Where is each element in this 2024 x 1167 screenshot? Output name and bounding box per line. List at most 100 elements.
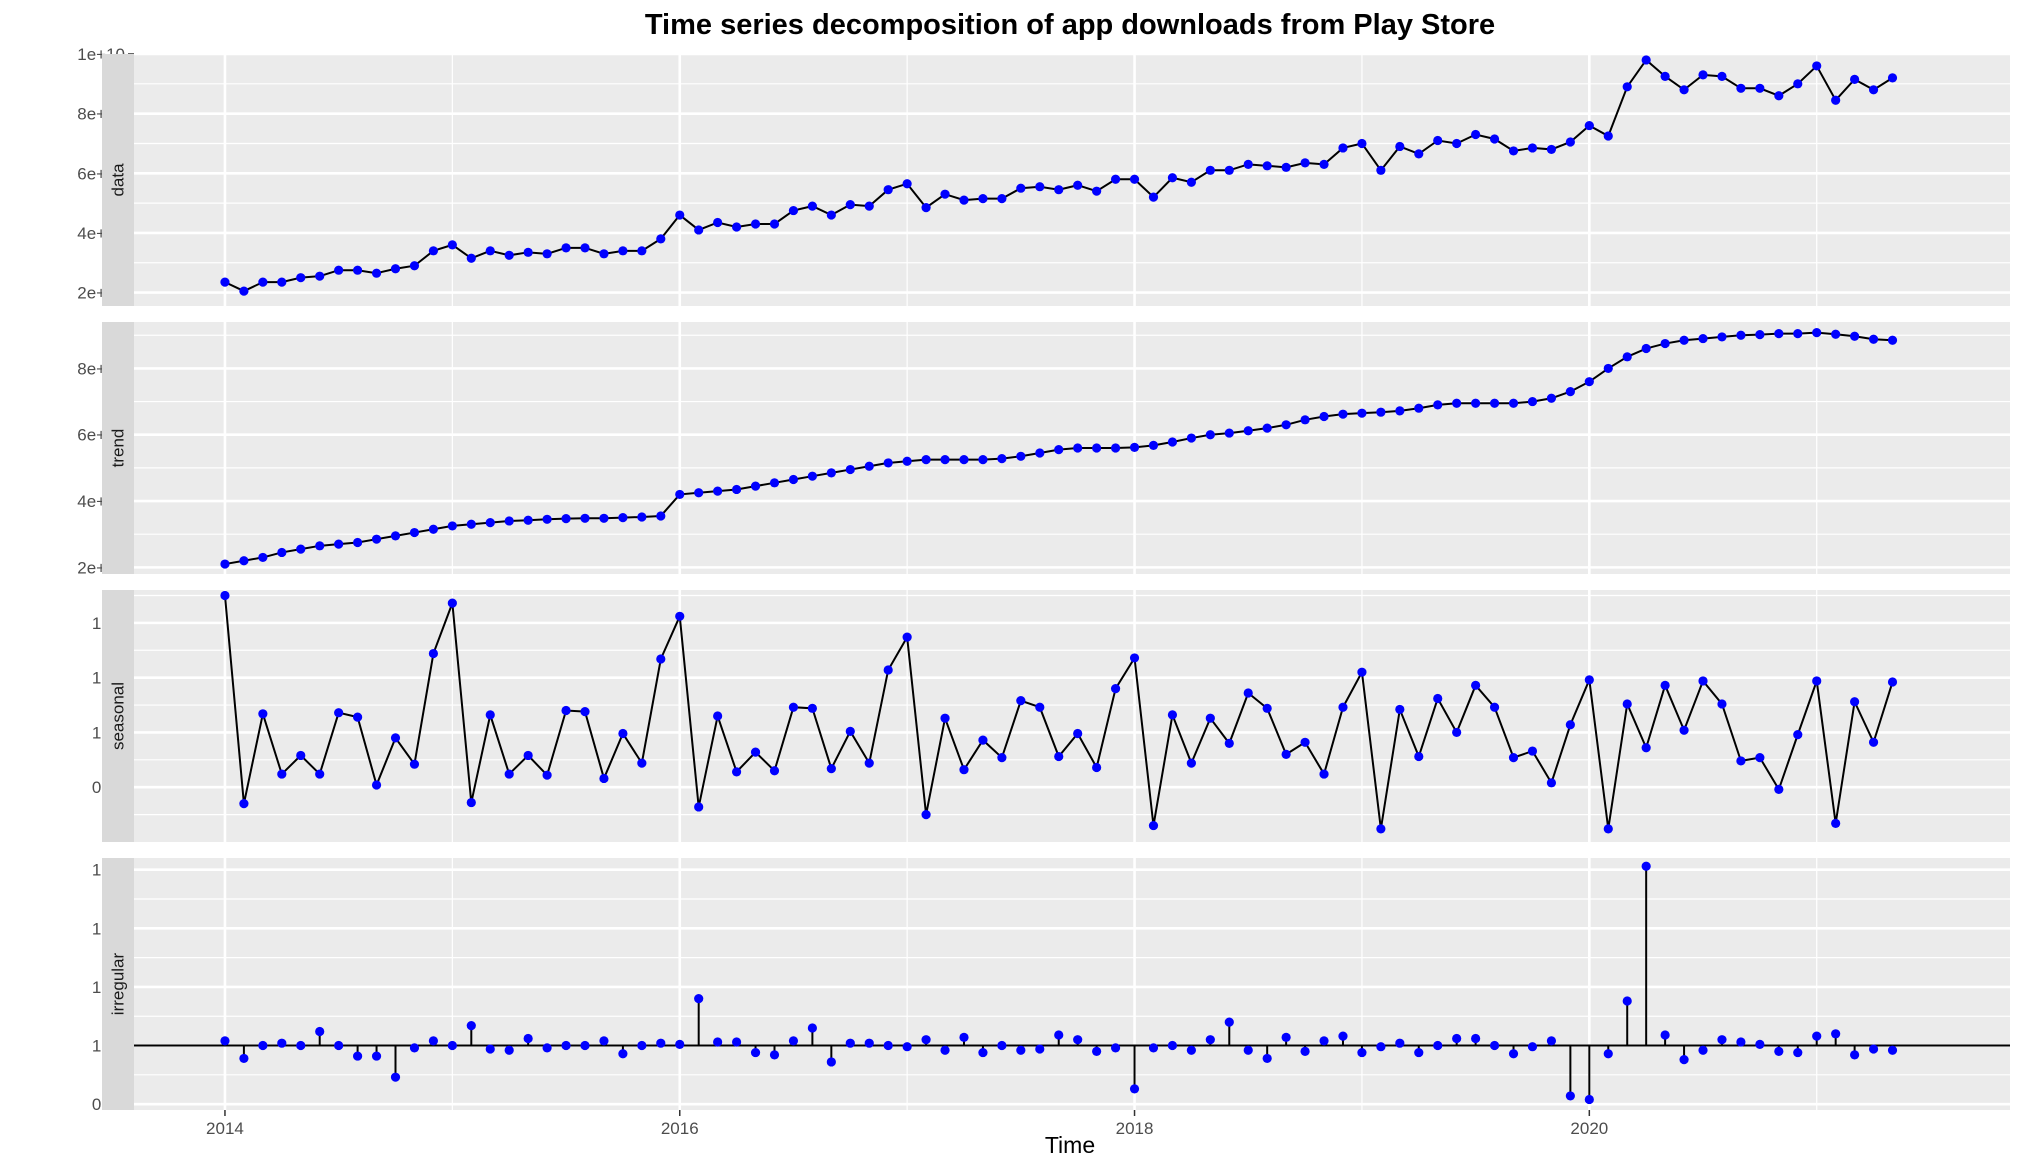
data-point [788, 1036, 799, 1046]
data-point [1281, 420, 1291, 430]
data-point [371, 1051, 382, 1061]
data-point [826, 1057, 836, 1067]
data-point [731, 222, 742, 232]
data-point [675, 1039, 685, 1049]
data-point [750, 219, 761, 229]
data-point [656, 511, 666, 521]
data-point [656, 654, 666, 664]
data-point [713, 217, 723, 228]
data-point [296, 750, 306, 761]
data-point [637, 1040, 647, 1051]
data-point [1887, 335, 1898, 345]
data-point [466, 519, 476, 529]
data-point [296, 273, 306, 283]
data-point [277, 1038, 287, 1048]
data-point [580, 243, 590, 253]
data-point [1110, 443, 1121, 453]
data-point [1300, 158, 1310, 168]
data-point [542, 770, 552, 780]
data-point [788, 702, 799, 712]
data-point [1584, 120, 1594, 131]
data-point [1262, 1053, 1272, 1064]
data-point [390, 1072, 401, 1082]
data-point [1603, 131, 1613, 141]
data-point [1129, 653, 1140, 663]
data-point [599, 249, 609, 259]
data-point [1546, 778, 1557, 788]
data-point [599, 1036, 609, 1046]
data-point [1357, 138, 1367, 149]
x-axis-title: Time [1045, 1132, 1095, 1158]
data-point [353, 265, 363, 275]
panel-background [134, 858, 2010, 1110]
data-point [523, 750, 533, 761]
data-point [1812, 1031, 1822, 1041]
data-point [409, 261, 420, 271]
data-point [1433, 693, 1443, 704]
data-point [769, 219, 780, 229]
data-point [523, 1033, 533, 1044]
data-point [1376, 824, 1386, 834]
data-point [1035, 1044, 1045, 1054]
data-point [1508, 146, 1519, 156]
strip-seasonal [102, 590, 134, 842]
data-point [1698, 676, 1708, 686]
data-point [675, 611, 685, 621]
panel-background [134, 54, 2010, 306]
data-point [1148, 440, 1159, 450]
data-point [1414, 751, 1424, 762]
data-point [618, 728, 628, 739]
data-point [1224, 428, 1234, 438]
data-point [1603, 824, 1613, 834]
data-point [1868, 1044, 1879, 1054]
data-point [902, 632, 912, 642]
data-point [1774, 1046, 1784, 1056]
strip-label: data [109, 163, 128, 197]
panel-background [134, 590, 2010, 842]
data-point [1148, 820, 1159, 831]
data-point [1452, 1033, 1462, 1044]
data-point [883, 665, 893, 675]
data-point [1414, 149, 1424, 159]
data-point [1092, 443, 1102, 453]
data-point [296, 544, 306, 554]
data-point [390, 264, 401, 274]
data-point [1300, 737, 1310, 747]
data-point [1433, 400, 1443, 410]
data-point [1679, 1055, 1689, 1065]
data-point [902, 179, 912, 189]
data-point [239, 556, 249, 566]
data-point [618, 513, 628, 523]
data-point [1167, 173, 1178, 183]
data-point [1016, 1045, 1026, 1055]
data-point [1641, 343, 1651, 354]
data-point [353, 537, 363, 548]
data-point [1887, 73, 1898, 83]
data-point [1186, 1045, 1196, 1055]
data-point [1186, 433, 1196, 443]
data-point [1868, 737, 1879, 747]
data-point [1793, 1047, 1803, 1058]
data-point [1319, 1036, 1329, 1046]
data-point [940, 713, 950, 723]
data-point [921, 810, 931, 820]
data-point [1224, 165, 1234, 175]
data-point [1471, 398, 1481, 408]
data-point [1774, 91, 1784, 101]
data-point [1433, 1040, 1443, 1051]
data-point [390, 733, 401, 743]
data-point [675, 489, 685, 500]
data-point [1129, 442, 1140, 452]
data-point [1035, 702, 1045, 712]
data-point [353, 712, 363, 722]
data-point [637, 246, 647, 256]
strip-data [102, 54, 134, 306]
data-point [1073, 443, 1083, 453]
data-point [731, 1037, 742, 1047]
data-point [1831, 95, 1841, 105]
data-point [1054, 751, 1064, 762]
data-point [1831, 818, 1841, 828]
data-point [713, 711, 723, 721]
data-point [1793, 730, 1803, 740]
data-point [1110, 174, 1121, 184]
